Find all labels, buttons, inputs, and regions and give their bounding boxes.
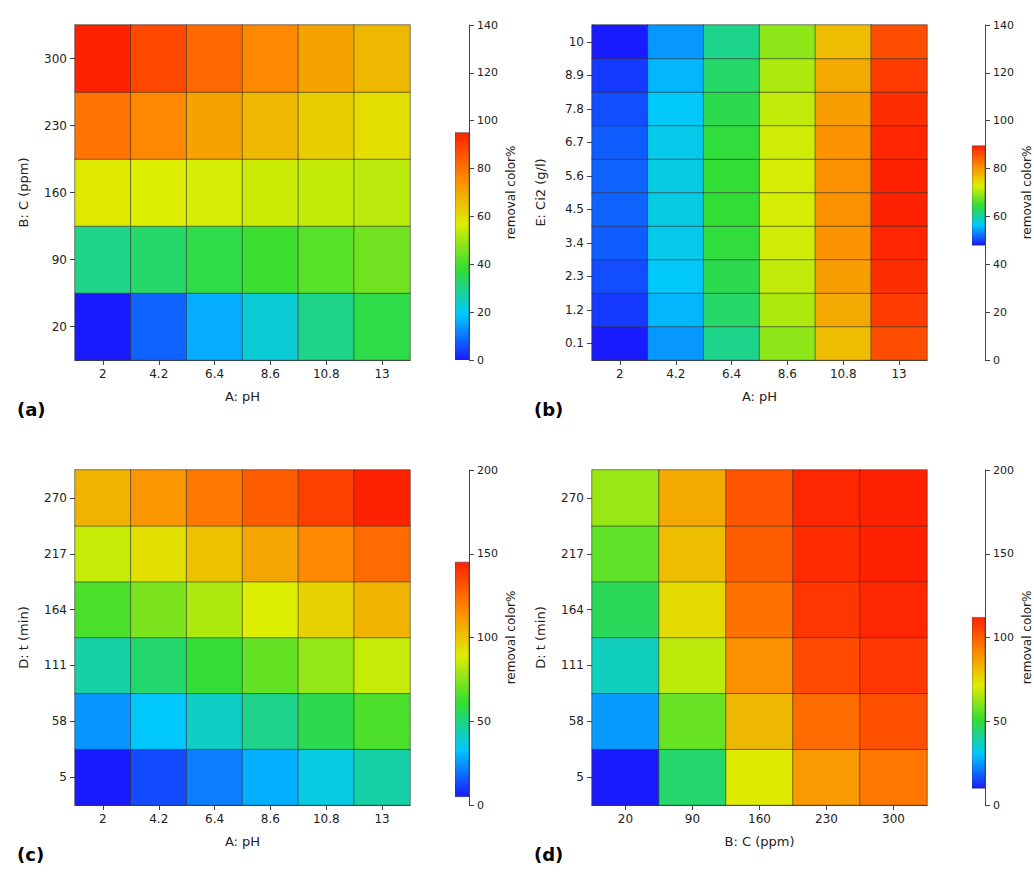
svg-text:120: 120 <box>993 66 1014 79</box>
svg-text:200: 200 <box>477 464 498 477</box>
svg-text:50: 50 <box>477 715 491 728</box>
svg-text:0: 0 <box>477 354 484 367</box>
svg-text:90: 90 <box>52 253 67 267</box>
svg-text:10.8: 10.8 <box>313 367 340 381</box>
svg-text:270: 270 <box>561 491 584 505</box>
svg-text:1.2: 1.2 <box>565 303 584 317</box>
svg-text:2: 2 <box>99 812 107 826</box>
svg-text:4.5: 4.5 <box>565 202 584 216</box>
svg-text:100: 100 <box>477 114 498 127</box>
svg-text:2: 2 <box>616 367 624 381</box>
svg-text:300: 300 <box>44 52 67 66</box>
svg-text:6.4: 6.4 <box>722 367 741 381</box>
svg-text:8.6: 8.6 <box>778 367 797 381</box>
svg-text:164: 164 <box>44 603 67 617</box>
svg-text:removal color%: removal color% <box>504 146 518 240</box>
svg-text:40: 40 <box>477 258 491 271</box>
svg-text:removal color%: removal color% <box>504 591 518 685</box>
svg-text:10.8: 10.8 <box>313 812 340 826</box>
svg-text:111: 111 <box>44 658 67 672</box>
svg-text:8.6: 8.6 <box>261 367 280 381</box>
svg-text:140: 140 <box>477 19 498 32</box>
svg-text:8.6: 8.6 <box>261 812 280 826</box>
svg-text:10: 10 <box>569 35 584 49</box>
svg-text:90: 90 <box>685 812 700 826</box>
svg-text:160: 160 <box>44 186 67 200</box>
svg-text:(d): (d) <box>534 844 563 865</box>
svg-text:10.8: 10.8 <box>830 367 857 381</box>
svg-text:4.2: 4.2 <box>666 367 685 381</box>
svg-text:removal color%: removal color% <box>1020 591 1034 685</box>
svg-text:A: pH: A: pH <box>225 389 260 404</box>
svg-text:217: 217 <box>44 547 67 561</box>
svg-text:D: t (min): D: t (min) <box>16 606 31 668</box>
svg-text:40: 40 <box>993 258 1007 271</box>
svg-text:200: 200 <box>993 464 1014 477</box>
svg-text:A: pH: A: pH <box>742 389 777 404</box>
svg-text:D: t (min): D: t (min) <box>533 606 548 668</box>
svg-text:111: 111 <box>561 658 584 672</box>
svg-text:6.4: 6.4 <box>205 812 224 826</box>
svg-text:120: 120 <box>477 66 498 79</box>
svg-text:20: 20 <box>477 306 491 319</box>
svg-text:20: 20 <box>993 306 1007 319</box>
svg-text:230: 230 <box>815 812 838 826</box>
svg-text:(b): (b) <box>534 399 563 420</box>
svg-text:20: 20 <box>618 812 633 826</box>
svg-text:0: 0 <box>477 799 484 812</box>
svg-text:13: 13 <box>891 367 906 381</box>
svg-text:2: 2 <box>99 367 107 381</box>
svg-text:(c): (c) <box>17 844 44 865</box>
svg-text:150: 150 <box>477 547 498 560</box>
svg-text:80: 80 <box>477 162 491 175</box>
svg-text:150: 150 <box>993 547 1014 560</box>
svg-text:100: 100 <box>993 114 1014 127</box>
svg-text:5: 5 <box>59 770 67 784</box>
svg-text:60: 60 <box>993 210 1007 223</box>
svg-text:A: pH: A: pH <box>225 834 260 849</box>
svg-text:5.6: 5.6 <box>565 169 584 183</box>
svg-text:13: 13 <box>374 367 389 381</box>
svg-text:0: 0 <box>993 799 1000 812</box>
svg-text:13: 13 <box>374 812 389 826</box>
svg-text:164: 164 <box>561 603 584 617</box>
svg-text:E: Ci2 (g/l): E: Ci2 (g/l) <box>533 158 548 226</box>
svg-text:100: 100 <box>993 631 1014 644</box>
svg-text:230: 230 <box>44 119 67 133</box>
svg-text:4.2: 4.2 <box>149 367 168 381</box>
svg-text:60: 60 <box>477 210 491 223</box>
svg-text:6.4: 6.4 <box>205 367 224 381</box>
svg-text:0.1: 0.1 <box>565 336 584 350</box>
svg-text:removal color%: removal color% <box>1020 146 1034 240</box>
svg-text:0: 0 <box>993 354 1000 367</box>
svg-text:4.2: 4.2 <box>149 812 168 826</box>
svg-text:5: 5 <box>576 770 584 784</box>
svg-text:50: 50 <box>993 715 1007 728</box>
svg-text:160: 160 <box>748 812 771 826</box>
svg-text:140: 140 <box>993 19 1014 32</box>
svg-text:270: 270 <box>44 491 67 505</box>
svg-text:2.3: 2.3 <box>565 269 584 283</box>
svg-text:6.7: 6.7 <box>565 135 584 149</box>
svg-text:300: 300 <box>882 812 905 826</box>
svg-text:100: 100 <box>477 631 498 644</box>
svg-text:B: C (ppm): B: C (ppm) <box>725 834 795 849</box>
svg-text:(a): (a) <box>17 399 46 420</box>
svg-text:3.4: 3.4 <box>565 236 584 250</box>
svg-text:7.8: 7.8 <box>565 102 584 116</box>
svg-text:B: C (ppm): B: C (ppm) <box>16 158 31 228</box>
svg-text:217: 217 <box>561 547 584 561</box>
svg-text:58: 58 <box>569 714 584 728</box>
svg-text:20: 20 <box>52 320 67 334</box>
svg-text:58: 58 <box>52 714 67 728</box>
svg-text:8.9: 8.9 <box>565 68 584 82</box>
svg-text:80: 80 <box>993 162 1007 175</box>
